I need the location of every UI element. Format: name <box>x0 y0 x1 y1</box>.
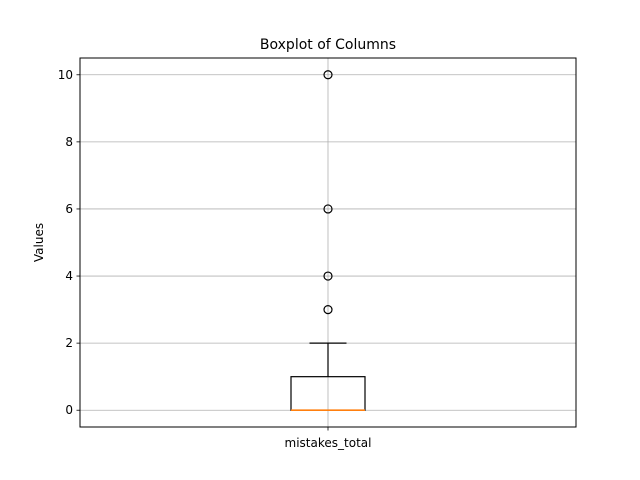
y-tick-label: 10 <box>58 68 73 82</box>
y-tick-label: 2 <box>65 336 73 350</box>
y-tick-label: 6 <box>65 202 73 216</box>
outlier-point <box>323 204 333 214</box>
outlier-point <box>323 271 333 281</box>
grid-layer <box>80 58 576 427</box>
y-tick-label: 8 <box>65 135 73 149</box>
outlier-point <box>323 70 333 80</box>
y-tick-label: 4 <box>65 269 73 283</box>
x-tick-label: mistakes_total <box>285 436 372 450</box>
outlier-point <box>323 304 333 315</box>
y-axis-label: Values <box>32 223 46 262</box>
box-layer <box>290 70 366 412</box>
chart-title: Boxplot of Columns <box>260 37 396 53</box>
y-tick-label: 0 <box>65 403 73 417</box>
axis-layer: 0 2 4 6 8 10 mistakes_total <box>58 68 372 450</box>
